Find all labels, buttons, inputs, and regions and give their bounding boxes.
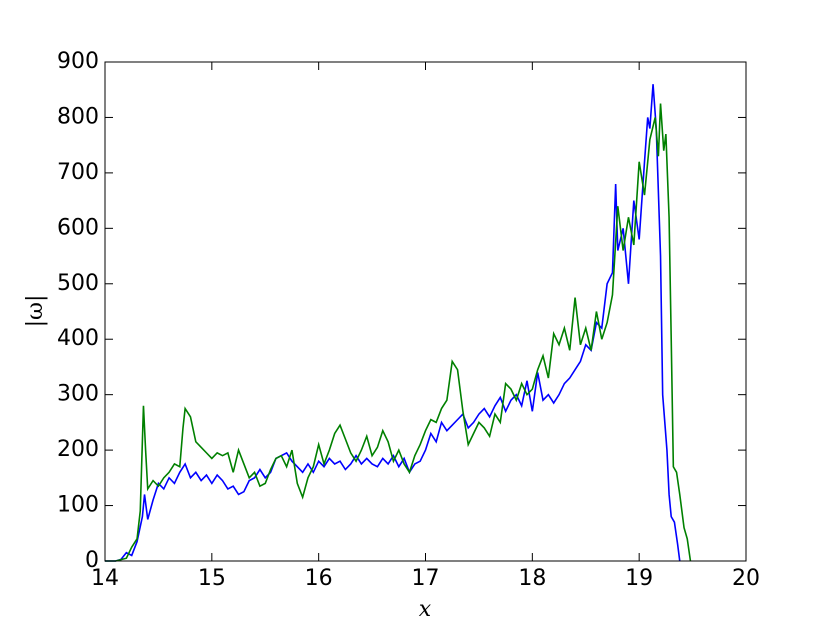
- y-tick-label: 900: [57, 49, 99, 74]
- x-tick-label: 19: [625, 566, 653, 591]
- x-axis-label: x: [419, 597, 432, 622]
- x-tick-label: 14: [91, 566, 119, 591]
- y-tick-label: 700: [57, 160, 99, 185]
- series-line: [105, 103, 692, 562]
- y-axis-label: |ω|: [23, 295, 48, 328]
- y-tick-label: 400: [57, 326, 99, 351]
- x-tick-label: 15: [198, 566, 226, 591]
- y-tick-label: 500: [57, 271, 99, 296]
- plot-frame: [104, 61, 747, 562]
- y-tick-label: 300: [57, 382, 99, 407]
- x-tick-label: 16: [305, 566, 333, 591]
- y-tick-label: 600: [57, 215, 99, 240]
- series-line: [105, 84, 681, 562]
- x-tick-label: 20: [732, 566, 760, 591]
- y-tick-label: 800: [57, 104, 99, 129]
- x-tick-label: 17: [412, 566, 440, 591]
- y-tick-label: 100: [57, 493, 99, 518]
- y-tick-label: 0: [85, 548, 99, 573]
- x-tick-label: 18: [518, 566, 546, 591]
- y-tick-label: 200: [57, 437, 99, 462]
